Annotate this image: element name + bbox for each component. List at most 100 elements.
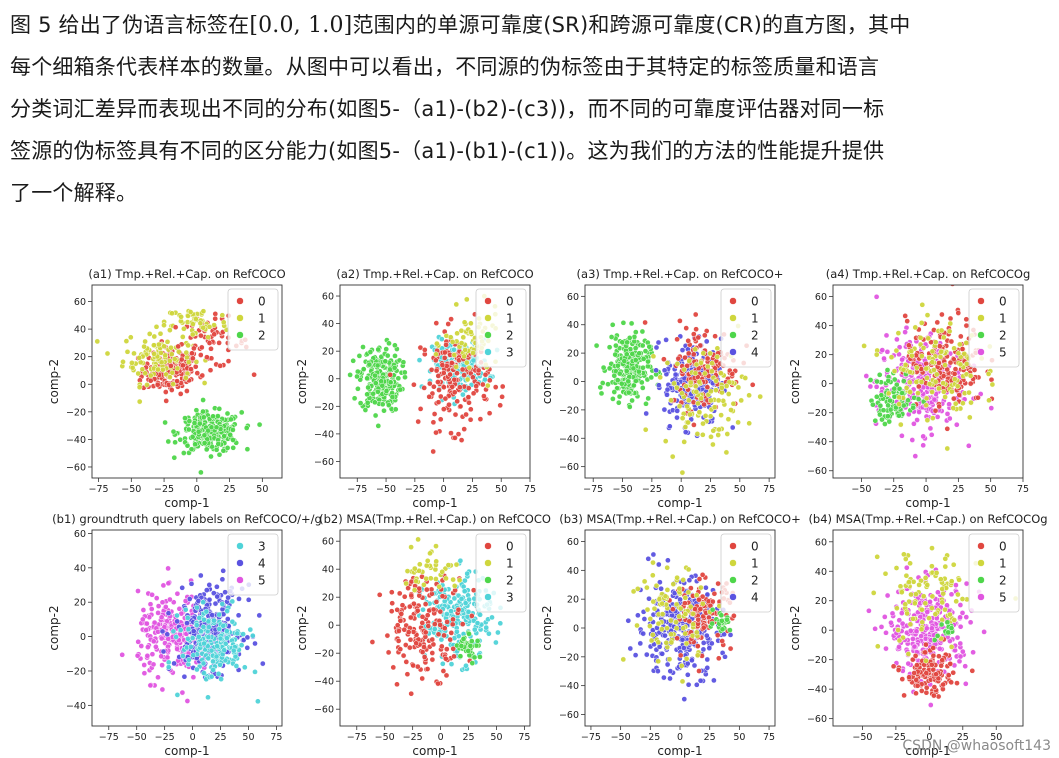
- scatter-point: [220, 567, 227, 574]
- scatter-point: [687, 379, 694, 386]
- scatter-point: [184, 698, 191, 704]
- scatter-point: [178, 356, 185, 363]
- scatter-point: [142, 338, 148, 345]
- scatter-point: [148, 606, 155, 612]
- scatter-point: [670, 606, 676, 613]
- scatter-point: [693, 326, 699, 333]
- scatter-point: [681, 366, 688, 373]
- scatter-point: [169, 369, 176, 376]
- scatter-point: [713, 378, 719, 384]
- scatter-point: [641, 578, 648, 585]
- scatter-point: [682, 630, 688, 637]
- scatter-point: [144, 652, 151, 659]
- scatter-point: [685, 350, 692, 357]
- scatter-point: [251, 371, 257, 378]
- scatter-point: [646, 343, 653, 350]
- scatter-point: [158, 653, 165, 660]
- scatter-point: [694, 431, 701, 437]
- x-tick-label: 75: [763, 732, 775, 743]
- scatter-point: [957, 333, 964, 340]
- scatter-point: [208, 453, 214, 460]
- scatter-point: [225, 594, 231, 601]
- scatter-point: [159, 599, 166, 606]
- legend-marker: [236, 297, 244, 305]
- scatter-point: [216, 451, 223, 458]
- scatter-point: [690, 351, 697, 358]
- scatter-point: [625, 389, 632, 396]
- scatter-point: [708, 640, 715, 647]
- scatter-point: [165, 659, 172, 666]
- scatter-point: [375, 346, 382, 353]
- panel-title: (b4) MSA(Tmp.+Rel.+Cap.) on RefCOCOg: [808, 512, 1047, 526]
- scatter-point: [410, 662, 417, 669]
- scatter-point: [465, 648, 472, 654]
- scatter-point: [240, 631, 246, 637]
- scatter-point: [212, 311, 219, 317]
- scatter-point: [205, 634, 212, 641]
- scatter-point: [462, 577, 468, 584]
- legend-marker: [729, 314, 737, 322]
- scatter-point: [886, 418, 893, 425]
- scatter-point: [451, 346, 457, 353]
- scatter-point: [407, 636, 414, 643]
- scatter-point: [160, 648, 167, 655]
- scatter-point: [433, 429, 439, 436]
- scatter-point: [700, 640, 707, 646]
- scatter-point: [690, 610, 696, 617]
- scatter-point: [613, 342, 619, 349]
- scatter-points: [866, 545, 1019, 708]
- panel-b4: (b4) MSA(Tmp.+Rel.+Cap.) on RefCOCOg−50−…: [788, 512, 1048, 758]
- scatter-point: [200, 414, 207, 421]
- x-axis-label: comp-1: [412, 744, 457, 758]
- scatter-point: [174, 378, 180, 384]
- panel-title: (a1) Tmp.+Rel.+Cap. on RefCOCO: [88, 267, 285, 281]
- x-tick-label: −25: [155, 732, 175, 743]
- scatter-point: [183, 375, 189, 381]
- scatter-point: [687, 411, 693, 418]
- scatter-point: [454, 330, 460, 337]
- x-tick-label: −25: [405, 484, 425, 495]
- scatter-point: [415, 418, 422, 425]
- scatter-point: [127, 334, 134, 341]
- scatter-point: [448, 430, 454, 436]
- scatter-point: [430, 448, 437, 455]
- scatter-point: [416, 561, 423, 568]
- scatter-point: [685, 589, 692, 596]
- scatter-point: [439, 362, 446, 368]
- scatter-point: [920, 345, 927, 351]
- scatter-point: [413, 640, 420, 647]
- scatter-point: [397, 646, 404, 653]
- scatter-point: [632, 345, 639, 352]
- scatter-point: [670, 581, 677, 587]
- scatter-point: [938, 327, 945, 334]
- x-tick-label: 50: [734, 484, 746, 495]
- scatter-point: [686, 618, 693, 625]
- scatter-point: [934, 414, 941, 420]
- scatter-point: [197, 572, 204, 579]
- legend-label: 2: [751, 329, 759, 343]
- panel-b1: (b1) groundtruth query labels on RefCOCO…: [47, 512, 322, 758]
- scatter-point: [169, 310, 175, 317]
- scatter-point: [219, 312, 226, 319]
- scatter-point: [362, 407, 369, 413]
- scatter-point: [912, 453, 919, 459]
- scatter-point: [495, 629, 501, 636]
- scatter-point: [630, 588, 637, 595]
- scatter-point: [355, 385, 361, 392]
- scatter-point: [639, 328, 646, 335]
- line1-text-b: 范围内的单源可靠度(SR)和跨源可靠度(CR)的直方图，其中: [352, 13, 911, 37]
- scatter-point: [700, 350, 707, 357]
- scatter-point: [923, 402, 930, 409]
- scatter-point: [627, 645, 634, 652]
- scatter-point: [694, 652, 701, 659]
- scatter-point: [104, 350, 111, 357]
- scatter-point: [644, 584, 650, 591]
- scatter-point: [233, 663, 240, 669]
- scatter-point: [451, 653, 457, 660]
- scatter-point: [926, 381, 933, 387]
- scatter-point: [158, 635, 165, 642]
- scatter-point: [243, 425, 250, 431]
- scatter-point: [929, 359, 936, 366]
- scatter-point: [655, 658, 662, 665]
- scatter-point: [245, 596, 252, 603]
